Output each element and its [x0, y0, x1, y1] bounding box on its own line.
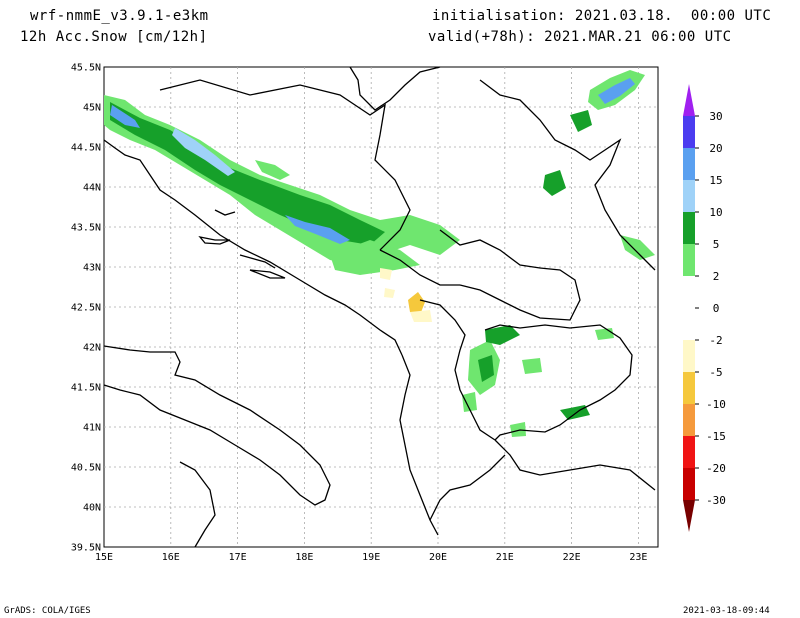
lat-tick-label: 40.5N	[71, 463, 101, 474]
colorbar-bottom-arrow	[683, 500, 695, 532]
colorbar-segment	[683, 116, 695, 148]
lat-tick-label: 42.5N	[71, 303, 101, 314]
lat-tick-label: 42N	[83, 343, 101, 354]
colorbar-segment	[683, 372, 695, 404]
lon-tick-label: 17E	[229, 552, 247, 563]
lat-tick-label: 45.5N	[71, 63, 101, 74]
colorbar-segment	[683, 244, 695, 276]
footer-credit: GrADS: COLA/IGES	[4, 606, 91, 616]
colorbar-segment	[683, 468, 695, 500]
colorbar-label: 2	[713, 270, 720, 283]
colorbar-label: 0	[713, 302, 720, 315]
lon-tick-label: 16E	[162, 552, 180, 563]
map-panel	[103, 66, 659, 548]
lon-tick-label: 23E	[629, 552, 647, 563]
colorbar-segment	[683, 404, 695, 436]
colorbar-top-arrow	[683, 84, 695, 116]
colorbar-label: 15	[709, 174, 722, 187]
initialisation-time: initialisation: 2021.03.18. 00:00 UTC	[432, 8, 772, 24]
lat-tick-label: 43.5N	[71, 223, 101, 234]
colorbar-label: -5	[709, 366, 722, 379]
lat-tick-label: 44.5N	[71, 143, 101, 154]
lon-tick-label: 22E	[563, 552, 581, 563]
colorbar-segment	[683, 180, 695, 212]
latitude-axis: 45.5N 45N 44.5N 44N 43.5N 43N 42.5N 42N 41.5N 41N…	[71, 63, 101, 554]
colorbar-segment	[683, 148, 695, 180]
lon-tick-label: 21E	[496, 552, 514, 563]
coastlines-and-borders	[103, 66, 656, 548]
colorbar-label: 5	[713, 238, 720, 251]
valid-time: valid(+78h): 2021.MAR.21 06:00 UTC	[428, 29, 732, 45]
lat-tick-label: 39.5N	[71, 543, 101, 554]
colorbar-label: -2	[709, 334, 722, 347]
colorbar-label: 30	[709, 110, 722, 123]
lat-tick-label: 40N	[83, 503, 101, 514]
lat-tick-label: 41N	[83, 423, 101, 434]
colorbar-segment	[683, 436, 695, 468]
colorbar-label: 20	[709, 142, 722, 155]
footer-timestamp: 2021-03-18-09:44	[683, 606, 770, 616]
colorbar-segment	[683, 308, 695, 340]
colorbar-label: -30	[706, 494, 726, 507]
lon-tick-label: 18E	[295, 552, 313, 563]
field-title: 12h Acc.Snow [cm/12h]	[20, 29, 208, 45]
colorbar-label: -15	[706, 430, 726, 443]
colorbar-segment	[683, 212, 695, 244]
model-title: wrf-nmmE_v3.9.1-e3km	[30, 8, 209, 24]
colorbar-label: -20	[706, 462, 726, 475]
snow-accumulation-shading	[104, 70, 655, 437]
lon-tick-label: 15E	[95, 552, 113, 563]
colorbar-label: -10	[706, 398, 726, 411]
colorbar-label: 10	[709, 206, 722, 219]
lat-tick-label: 41.5N	[71, 383, 101, 394]
lon-tick-label: 19E	[362, 552, 380, 563]
longitude-axis: 15E 16E 17E 18E 19E 20E 21E 22E 23E	[95, 552, 647, 563]
lon-tick-label: 20E	[429, 552, 447, 563]
lat-tick-label: 43N	[83, 263, 101, 274]
colorbar-segment	[683, 340, 695, 372]
colorbar-segment	[683, 276, 695, 308]
lat-tick-label: 44N	[83, 183, 101, 194]
lat-tick-label: 45N	[83, 103, 101, 114]
